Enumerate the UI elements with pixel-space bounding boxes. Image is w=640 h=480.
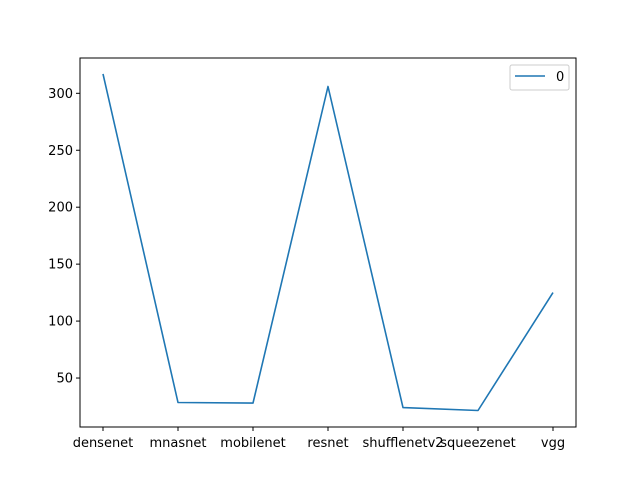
legend: 0 — [509, 64, 570, 91]
plot-area-frame — [79, 57, 577, 428]
y-tick-label: 150 — [48, 258, 73, 273]
y-tick-label: 200 — [48, 201, 73, 216]
y-tick-label: 300 — [48, 87, 73, 102]
x-tick-label: densenet — [73, 436, 134, 451]
y-tick-label: 250 — [48, 144, 73, 159]
y-axis: 50 100 150 200 250 300 — [48, 87, 80, 387]
series-line-0 — [102, 73, 554, 412]
x-tick-label: mnasnet — [150, 436, 207, 451]
x-tick-label: vgg — [541, 436, 565, 451]
series-group — [102, 73, 554, 412]
legend-box — [509, 64, 570, 91]
x-axis: densenet mnasnet mobilenet resnet shufflenet… — [73, 427, 565, 451]
x-tick-label: mobilenet — [220, 436, 285, 451]
y-tick-label: 100 — [48, 315, 73, 330]
x-tick-label: shufflenetv2 — [362, 436, 443, 451]
legend-label-series-0: 0 — [556, 70, 564, 85]
x-tick-label: resnet — [307, 436, 348, 451]
x-tick-label: squeezenet — [440, 436, 515, 451]
y-tick-label: 50 — [56, 372, 73, 387]
